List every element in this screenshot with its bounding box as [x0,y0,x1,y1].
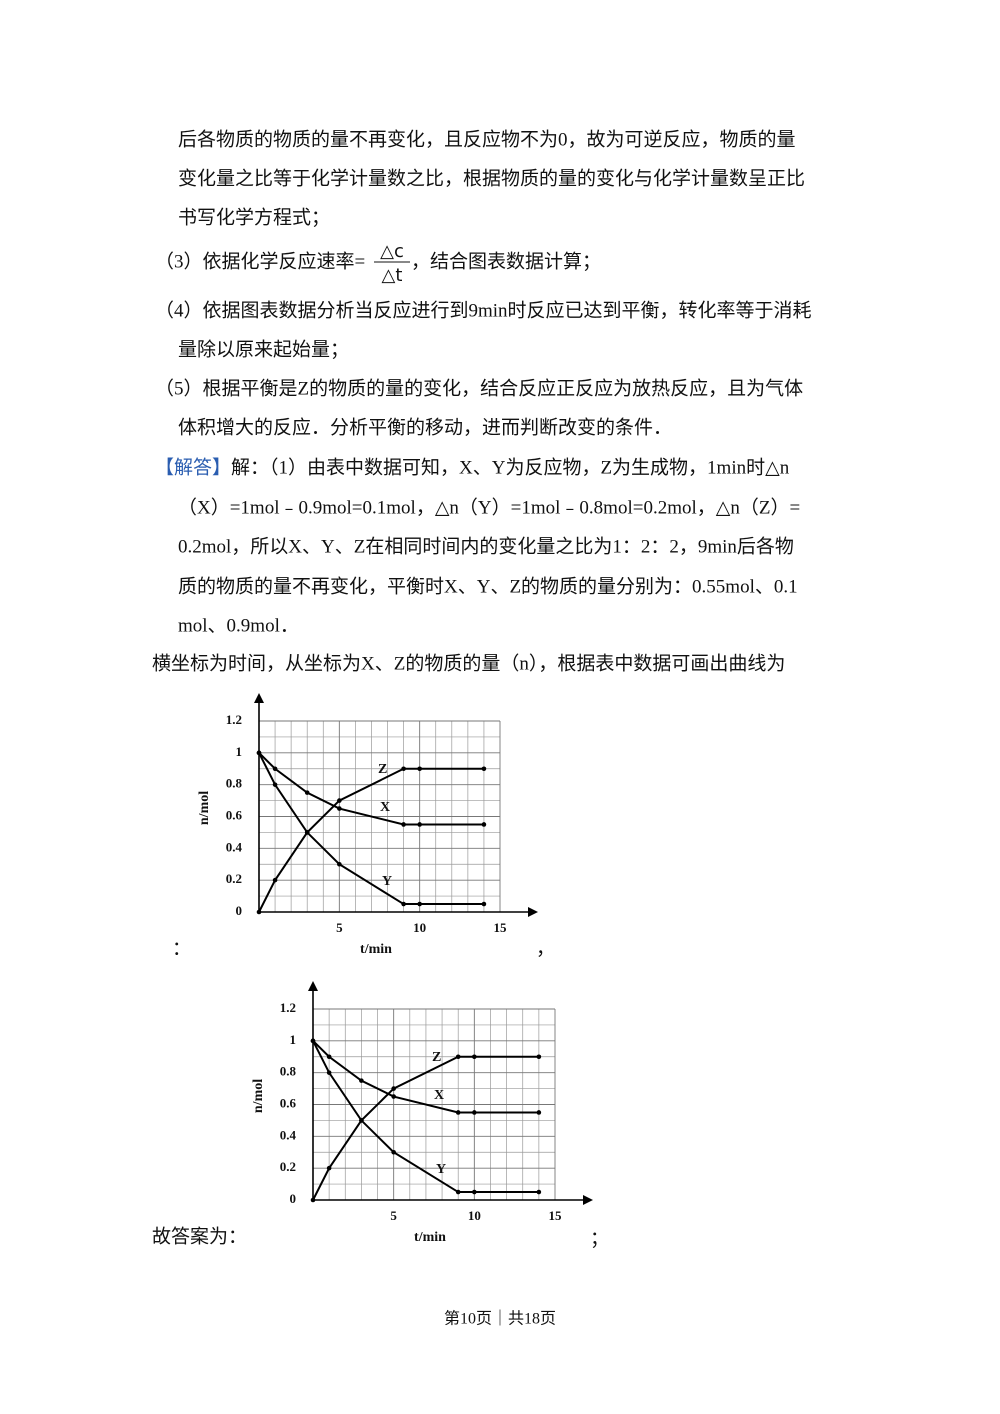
series-name: Z [432,1050,441,1065]
text-line: 后各物质的物质的量不再变化，且反应物不为0，故为可逆反应，物质的量 [178,128,796,150]
y-tick-label: 1.2 [226,712,242,727]
data-point [256,750,262,756]
data-point [337,798,342,803]
page-footer: 第10页｜共18页 [444,1310,556,1328]
series-name: X [434,1088,444,1103]
data-point [304,830,310,835]
data-point [359,1118,364,1123]
fraction-numerator: △c [380,241,404,262]
data-point [472,1189,477,1195]
text-line: 横坐标为时间，从坐标为X、Z的物质的量（n），根据表中数据可画出曲线为 [152,652,785,674]
y-tick-label: 0.4 [226,839,243,854]
text-line: 解：（1）由表中数据可知，X、Y为反应物，Z为生成物，1min时△n [231,456,790,478]
x-axis-arrow [528,907,538,917]
data-point [272,782,278,787]
text-line: 故答案为： [152,1225,247,1247]
text-line: （X）=1mol﹣0.9mol=0.1mol，△n（Y）=1mol﹣0.8mol… [178,496,800,518]
y-tick-label: 0.2 [226,871,242,886]
item-label: （3）依据化学反应速率= [155,250,365,272]
item-text: ，结合图表数据计算； [411,250,601,272]
data-point [337,861,342,867]
series-name: Z [378,762,387,777]
data-point [472,1054,477,1060]
punctuation: ， [536,938,555,959]
fraction-denominator: △t [382,265,403,286]
y-tick-label: 1 [236,744,243,759]
data-point [310,1197,316,1203]
data-point [481,901,487,907]
punctuation: ： [172,938,191,959]
x-tick-label: 15 [549,1208,563,1223]
x-tick-label: 10 [468,1208,481,1223]
data-point [536,1054,542,1060]
y-tick-label: 0.8 [280,1064,297,1079]
data-point [455,1054,461,1060]
data-point [401,766,406,772]
data-point [417,766,422,772]
data-point [359,1078,364,1083]
data-point [326,1165,332,1171]
data-point [304,790,310,795]
y-axis-arrow [308,981,318,991]
x-tick-label: 10 [413,920,426,935]
data-point [391,1149,396,1155]
data-point [401,822,406,827]
data-point [417,822,422,827]
x-tick-label: 15 [494,920,508,935]
data-point [310,1038,316,1044]
y-axis-label: n/mol [197,791,212,825]
data-point [391,1086,396,1091]
data-point [337,806,342,811]
y-tick-label: 0 [290,1191,297,1206]
y-tick-label: 0.4 [280,1127,297,1142]
y-tick-label: 0 [236,903,243,918]
text-line: 变化量之比等于化学计量数之比，根据物质的量的变化与化学计量数呈正比 [178,167,805,189]
data-point [536,1110,542,1115]
y-tick-label: 0.6 [226,807,243,822]
x-axis-label: t/min [414,1230,446,1245]
x-axis-label: t/min [360,942,392,957]
text-line: 书写化学方程式； [178,206,330,228]
data-point [401,901,406,907]
punctuation: ； [590,1228,609,1249]
data-point [481,766,487,772]
text-line: 质的物质的量不再变化，平衡时X、Y、Z的物质的量分别为：0.55mol、0.1 [178,575,798,597]
data-point [272,877,278,883]
series-name: Y [382,874,392,889]
text-line: 量除以原来起始量； [178,338,349,360]
data-point [536,1189,542,1195]
y-axis-label: n/mol [251,1079,266,1113]
answer-tag: 【解答】 [155,456,231,478]
series-name: Y [436,1162,446,1177]
data-point [326,1054,332,1060]
data-point [272,766,278,772]
data-point [391,1094,396,1099]
data-point [455,1189,461,1195]
text-line: （4）依据图表数据分析当反应进行到9min时反应已达到平衡，转化率等于消耗 [155,299,812,321]
y-tick-label: 0.8 [226,776,243,791]
data-point [417,901,422,907]
text-line: 0.2mol，所以X、Y、Z在相同时间内的变化量之比为1：2：2，9min后各物 [178,535,794,557]
data-point [256,909,262,915]
text-line: 体积增大的反应．分析平衡的移动，进而判断改变的条件． [178,416,672,438]
data-point [481,822,487,827]
x-tick-label: 5 [390,1208,397,1223]
x-tick-label: 5 [336,920,343,935]
x-axis-arrow [583,1195,593,1205]
series-name: X [380,800,390,815]
text-line: mol、0.9mol． [178,615,299,636]
y-tick-label: 1 [290,1032,297,1047]
text-line: （5）根据平衡是Z的物质的量的变化，结合反应正反应为放热反应，且为气体 [155,377,803,399]
data-point [455,1110,461,1115]
y-axis-arrow [254,693,264,703]
y-tick-label: 0.6 [280,1095,297,1110]
data-point [472,1110,477,1115]
y-tick-label: 1.2 [280,1000,296,1015]
y-tick-label: 0.2 [280,1159,296,1174]
data-point [326,1070,332,1075]
